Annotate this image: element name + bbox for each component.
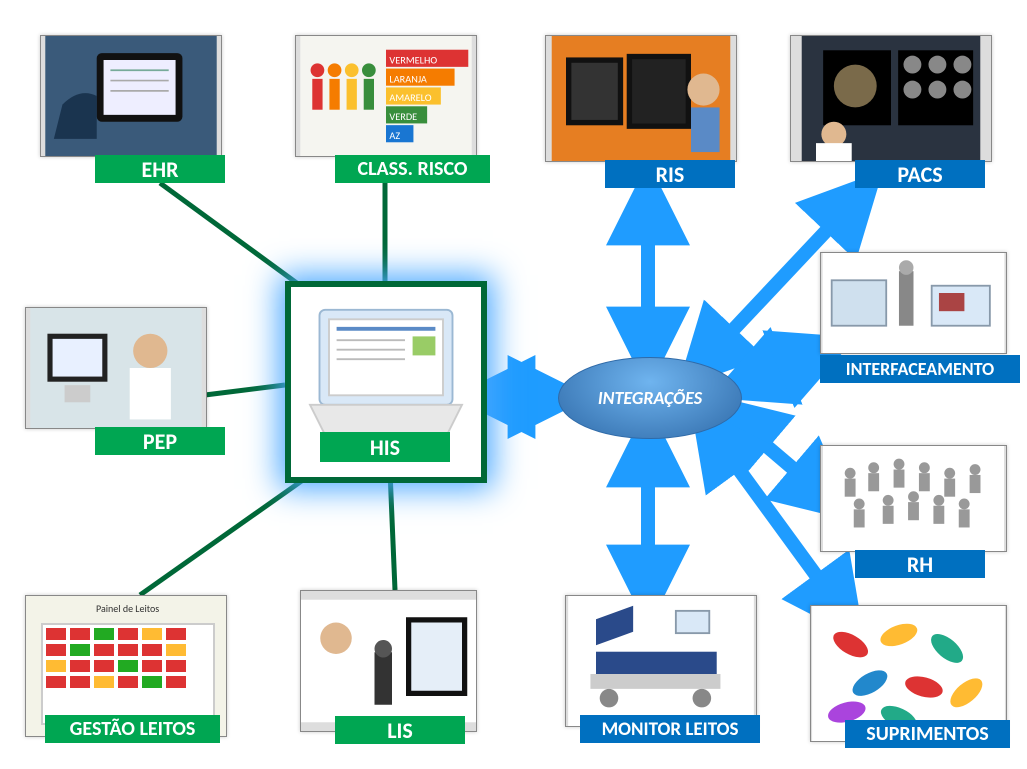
class-risco-label: CLASS. RISCO: [335, 155, 490, 183]
ehr-thumb: [40, 35, 222, 157]
class-risco-thumb: VERMELHO LARANJA AMARELO VERDE AZ: [295, 35, 477, 157]
svg-text:AZ: AZ: [389, 129, 400, 142]
tablet-icon: [41, 36, 221, 156]
svg-text:AMARELO: AMARELO: [389, 91, 431, 104]
pep-thumb: [25, 307, 207, 429]
his-label: HIS: [320, 432, 450, 462]
triage-icon: VERMELHO LARANJA AMARELO VERDE AZ: [296, 36, 476, 156]
lab-icon: [301, 591, 476, 731]
doctor-pc-icon: [26, 308, 206, 428]
svg-text:VERDE: VERDE: [389, 110, 417, 123]
ris-thumb: [545, 35, 737, 162]
pacs-label: PACS: [855, 160, 985, 188]
hospital-bed-icon: [566, 596, 756, 726]
svg-text:Painel de Leitos: Painel de Leitos: [96, 602, 159, 615]
monitor-leitos-thumb: [565, 595, 757, 727]
interfaceamento-label: INTERFACEAMENTO: [820, 355, 1020, 383]
pacs-thumb: [790, 35, 992, 162]
lab-equipment-icon: [821, 253, 1006, 353]
ris-label: RIS: [605, 160, 735, 188]
radiology-monitor-icon: [546, 36, 736, 161]
pacs-screens-icon: [791, 36, 991, 161]
lis-thumb: [300, 590, 477, 732]
monitor-leitos-label: MONITOR LEITOS: [580, 715, 760, 743]
integracoes-label: INTEGRAÇÕES: [598, 387, 702, 409]
suprimentos-label: SUPRIMENTOS: [845, 720, 1010, 748]
svg-text:LARANJA: LARANJA: [389, 72, 426, 85]
crowd-icon: [821, 446, 1006, 551]
ehr-label: EHR: [95, 155, 225, 183]
rh-thumb: [820, 445, 1007, 552]
svg-text:VERMELHO: VERMELHO: [389, 53, 437, 66]
lis-label: LIS: [335, 716, 465, 744]
rh-label: RH: [855, 550, 985, 578]
pep-label: PEP: [95, 427, 225, 455]
integracoes-ellipse: INTEGRAÇÕES: [558, 357, 742, 439]
interfaceamento-thumb: [820, 252, 1007, 354]
gestao-leitos-label: GESTÃO LEITOS: [45, 715, 220, 743]
